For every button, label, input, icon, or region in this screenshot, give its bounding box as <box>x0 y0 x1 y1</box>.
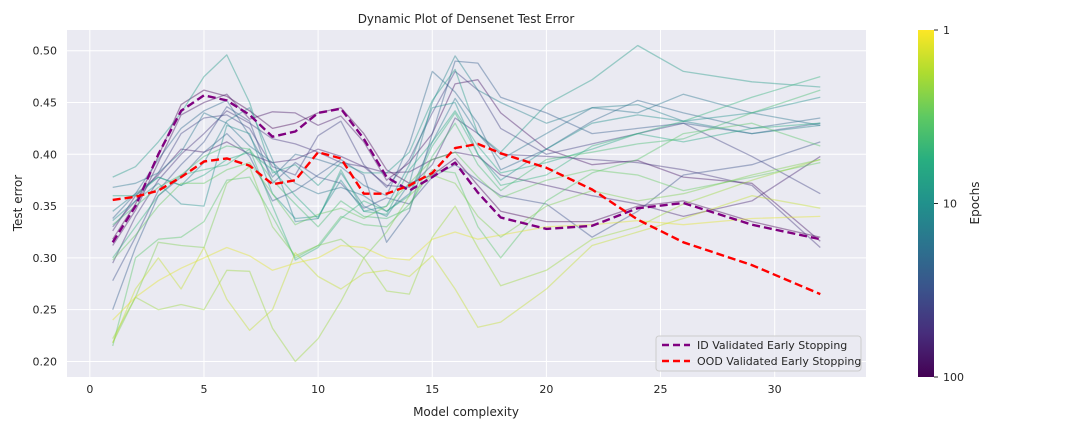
y-tick-label: 0.50 <box>33 45 58 58</box>
epoch-run-line <box>112 151 821 261</box>
y-tick-label: 0.35 <box>33 200 58 213</box>
epoch-run-line <box>112 122 821 347</box>
legend: ID Validated Early Stopping OOD Validate… <box>655 335 862 372</box>
epoch-run-line <box>112 158 821 344</box>
x-axis-label: Model complexity <box>413 405 519 419</box>
plot-area <box>67 30 866 377</box>
epoch-run-line <box>112 44 821 187</box>
x-tick-label: 0 <box>86 383 93 396</box>
epoch-run-line <box>112 70 821 219</box>
epoch-run-line <box>112 70 821 228</box>
epoch-run-line <box>112 141 821 232</box>
ood-early-stopping-line <box>112 142 821 296</box>
epoch-run-line <box>112 75 821 261</box>
y-tick-label: 0.45 <box>33 97 58 110</box>
epoch-run-line <box>112 89 821 228</box>
x-tick-label: 25 <box>654 383 668 396</box>
epoch-run-line <box>112 60 821 310</box>
x-tick-label: 20 <box>539 383 553 396</box>
y-tick-label: 0.20 <box>33 355 58 368</box>
series-lines <box>111 44 821 363</box>
legend-label-id: ID Validated Early Stopping <box>697 339 847 352</box>
epoch-run-line <box>112 89 821 240</box>
colorbar-tick-label: 10 <box>943 198 957 211</box>
epoch-run-line <box>112 55 821 223</box>
epoch-run-line <box>112 215 821 321</box>
x-tick-label: 5 <box>200 383 207 396</box>
epoch-run-line <box>112 93 821 212</box>
epoch-run-line <box>112 195 821 344</box>
epoch-run-line <box>112 79 821 246</box>
colorbar-tick-label: 100 <box>943 371 964 384</box>
epoch-run-line <box>112 96 821 222</box>
x-tick-label: 15 <box>425 383 439 396</box>
id-early-stopping-line <box>111 94 821 243</box>
legend-box <box>655 335 862 372</box>
colorbar-ticks: 1 10 100 <box>934 24 964 384</box>
x-tick-label: 10 <box>311 383 325 396</box>
epoch-run-line <box>112 110 821 264</box>
y-tick-label: 0.30 <box>33 252 58 265</box>
y-tick-label: 0.25 <box>33 304 58 317</box>
y-axis-label: Test error <box>11 175 25 233</box>
colorbar-tick-label: 1 <box>943 24 950 37</box>
legend-label-ood: OOD Validated Early Stopping <box>697 355 861 368</box>
colorbar-label: Epochs <box>968 182 982 225</box>
chart-title: Dynamic Plot of Densenet Test Error <box>358 12 575 26</box>
epoch-run-line <box>112 110 821 220</box>
epoch-run-line <box>112 106 821 282</box>
epoch-run-line <box>112 158 821 363</box>
y-tick-label: 0.40 <box>33 148 58 161</box>
x-tick-label: 30 <box>768 383 782 396</box>
colorbar-gradient <box>918 30 934 377</box>
colorbar: 1 10 100 Epochs <box>918 24 982 384</box>
axis-ticks: 0 5 10 15 20 25 30 0.20 0.25 0.30 0.35 0.40 0.45 0.50 <box>33 45 782 396</box>
